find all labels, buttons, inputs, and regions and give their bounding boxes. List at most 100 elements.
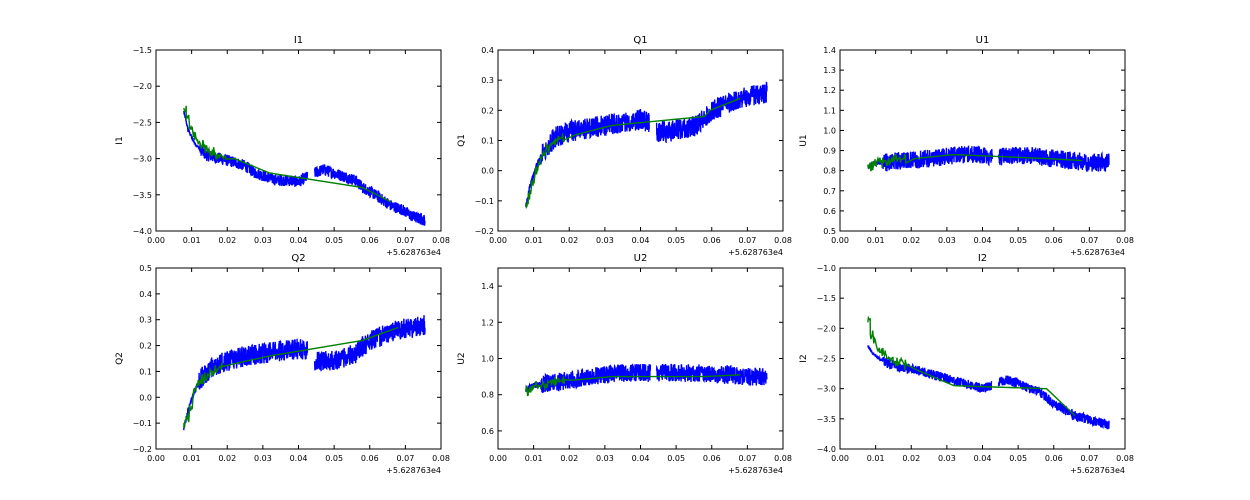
subplot-i1: 0.00 0.01 0.02 0.03 0.04 0.05 0.06 0.07 0.08 −4.0…: [115, 35, 450, 257]
x-tick-label: 0.06: [361, 454, 379, 463]
x-tick-label: 0.06: [1045, 454, 1063, 463]
x-tick-label: 0.06: [703, 236, 721, 245]
x-tick-label: 0.06: [361, 236, 379, 245]
y-tick-label: −2.0: [817, 324, 836, 333]
x-offset-label: +5.628763e4: [1070, 466, 1125, 475]
x-tick-label: 0.01: [525, 454, 543, 463]
series-line-green: [525, 374, 741, 397]
series-line-green: [525, 97, 741, 210]
y-tick-label: 1.3: [823, 66, 836, 75]
x-tick-label: 0.08: [1116, 454, 1134, 463]
x-tick-label: 0.01: [183, 454, 201, 463]
x-tick-label: 0.02: [902, 454, 920, 463]
x-tick-label: 0.01: [525, 236, 543, 245]
y-tick-label: 0.4: [481, 46, 494, 55]
subplot-u2: 0.00 0.01 0.02 0.03 0.04 0.05 0.06 0.07 0.08 0.6 0…: [457, 253, 792, 475]
y-tick-label: 0.7: [823, 187, 836, 196]
x-tick-label: 0.04: [974, 236, 992, 245]
x-offset-label: +5.628763e4: [386, 466, 441, 475]
x-tick-label: 0.02: [902, 236, 920, 245]
x-tick-label: 0.00: [831, 454, 849, 463]
chart-title: Q2: [291, 253, 305, 264]
y-tick-label: −3.0: [817, 385, 836, 394]
series-line-green: [867, 153, 1083, 172]
x-tick-label: 0.02: [560, 236, 578, 245]
x-offset-label: +5.628763e4: [728, 466, 783, 475]
x-tick-label: 0.05: [325, 454, 343, 463]
x-tick-label: 0.07: [396, 236, 414, 245]
y-tick-label: −0.2: [475, 227, 494, 236]
y-tick-label: 0.5: [823, 227, 836, 236]
y-tick-label: 0.0: [139, 393, 152, 402]
y-tick-label: −0.2: [133, 445, 152, 454]
y-axis-label: I1: [115, 136, 125, 144]
x-tick-label: 0.06: [703, 454, 721, 463]
x-tick-label: 0.07: [1080, 236, 1098, 245]
y-tick-label: 1.1: [823, 106, 836, 115]
series-line-green: [867, 315, 1076, 417]
x-tick-label: 0.04: [632, 454, 650, 463]
y-tick-label: 0.4: [139, 290, 152, 299]
chart-title: U2: [634, 253, 648, 264]
y-axis-label: I2: [799, 354, 809, 362]
series-line-green: [183, 326, 399, 428]
x-tick-label: 0.01: [867, 454, 885, 463]
chart-title: U1: [976, 35, 990, 46]
y-tick-label: 1.0: [823, 126, 836, 135]
y-tick-label: 0.9: [823, 147, 836, 156]
y-tick-label: −3.5: [817, 415, 836, 424]
subplot-i2: 0.00 0.01 0.02 0.03 0.04 0.05 0.06 0.07 0.08 −4.0…: [799, 253, 1134, 475]
y-tick-label: 0.8: [823, 167, 836, 176]
plot-area: [498, 50, 783, 231]
chart-title: Q1: [633, 35, 647, 46]
x-tick-label: 0.03: [254, 454, 272, 463]
y-tick-label: −0.1: [133, 419, 152, 428]
y-axis-label: Q2: [115, 352, 125, 365]
y-axis-label: Q1: [457, 134, 467, 147]
y-tick-label: −0.1: [475, 197, 494, 206]
x-tick-label: 0.03: [938, 454, 956, 463]
x-tick-label: 0.03: [938, 236, 956, 245]
chart-title: I1: [294, 35, 303, 46]
x-tick-label: 0.02: [218, 236, 236, 245]
y-tick-label: −3.0: [133, 155, 152, 164]
x-tick-label: 0.05: [325, 236, 343, 245]
y-tick-label: 1.2: [823, 86, 836, 95]
y-axis-label: U2: [457, 352, 467, 364]
y-tick-label: −4.0: [133, 227, 152, 236]
y-tick-label: 0.1: [139, 367, 152, 376]
y-tick-label: −3.5: [133, 191, 152, 200]
x-tick-label: 0.03: [596, 236, 614, 245]
y-axis-label: U1: [799, 134, 809, 146]
y-tick-label: 0.5: [139, 264, 152, 273]
x-tick-label: 0.08: [774, 236, 792, 245]
y-tick-label: 0.3: [139, 316, 152, 325]
subplot-q2: 0.00 0.01 0.02 0.03 0.04 0.05 0.06 0.07 0.08 −0.2…: [115, 253, 450, 475]
x-tick-label: 0.08: [432, 236, 450, 245]
y-tick-label: 0.6: [481, 427, 494, 436]
y-tick-label: −2.5: [133, 118, 152, 127]
chart-title: I2: [978, 253, 987, 264]
subplot-q1: 0.00 0.01 0.02 0.03 0.04 0.05 0.06 0.07 0.08 −0.2…: [457, 35, 792, 257]
y-tick-label: −2.0: [133, 82, 152, 91]
y-tick-label: 0.8: [481, 391, 494, 400]
x-tick-label: 0.07: [396, 454, 414, 463]
x-tick-label: 0.04: [974, 454, 992, 463]
y-tick-label: 1.0: [481, 355, 494, 364]
x-tick-label: 0.04: [290, 236, 308, 245]
y-tick-label: 1.2: [481, 318, 494, 327]
x-tick-label: 0.05: [1009, 454, 1027, 463]
x-tick-label: 0.00: [489, 236, 507, 245]
x-offset-label: +5.628763e4: [1070, 248, 1125, 257]
y-tick-label: 0.3: [481, 76, 494, 85]
x-offset-label: +5.628763e4: [728, 248, 783, 257]
x-tick-label: 0.01: [183, 236, 201, 245]
x-tick-label: 0.00: [831, 236, 849, 245]
x-tick-label: 0.02: [560, 454, 578, 463]
x-tick-label: 0.04: [290, 454, 308, 463]
x-tick-label: 0.00: [147, 454, 165, 463]
subplot-u1: 0.00 0.01 0.02 0.03 0.04 0.05 0.06 0.07 0.08 0.5 0…: [799, 35, 1134, 257]
series-line-green: [183, 105, 392, 203]
x-offset-label: +5.628763e4: [386, 248, 441, 257]
